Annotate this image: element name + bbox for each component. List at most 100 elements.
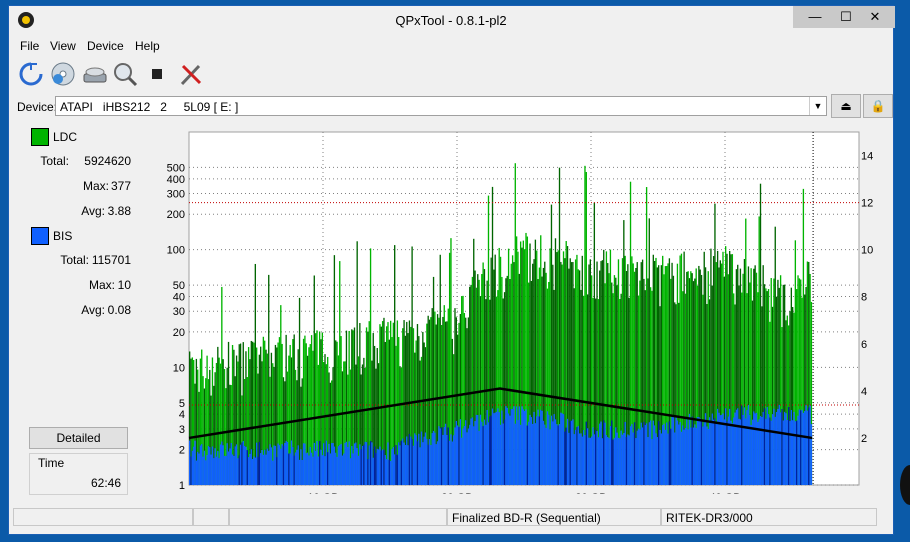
- menu-file[interactable]: File: [20, 39, 40, 53]
- bis-bar: [447, 427, 449, 485]
- ldc-bar: [206, 355, 208, 485]
- settings-tools-icon[interactable]: [177, 60, 205, 88]
- bis-bar: [649, 420, 652, 485]
- close-button[interactable]: ✕: [855, 6, 895, 28]
- bis-bar: [361, 445, 364, 485]
- menu-view[interactable]: View: [50, 39, 76, 53]
- ldc-bar: [431, 308, 433, 485]
- time-box: Time 62:46: [29, 453, 128, 495]
- bis-bar: [337, 446, 340, 485]
- ldc-bar: [708, 299, 711, 485]
- bis-max-label: Max:: [88, 278, 115, 292]
- ldc-bar: [789, 311, 791, 485]
- ldc-bar: [249, 359, 251, 485]
- refresh-icon[interactable]: [17, 60, 45, 88]
- ldc-bar: [758, 216, 760, 485]
- bis-bar: [628, 435, 630, 485]
- ldc-bar: [518, 273, 520, 485]
- ldc-bar: [715, 262, 717, 485]
- bis-bar: [398, 442, 400, 485]
- bis-bar: [557, 425, 559, 485]
- bis-bar: [682, 425, 684, 485]
- bis-bar: [396, 454, 399, 485]
- bis-bar: [566, 418, 569, 485]
- bis-bar: [309, 447, 311, 485]
- bis-bar: [266, 448, 269, 485]
- disc-info-icon[interactable]: [49, 60, 77, 88]
- bis-bar: [761, 416, 763, 485]
- bis-bar: [336, 456, 338, 485]
- bis-bar: [503, 419, 506, 485]
- ldc-bar: [471, 276, 474, 485]
- ldc-bar: [706, 303, 708, 485]
- ldc-bar: [376, 348, 378, 485]
- x-tick-label: 40 GB: [709, 492, 740, 494]
- bis-bar: [198, 453, 200, 485]
- detailed-button[interactable]: Detailed: [29, 427, 128, 449]
- ldc-bar: [261, 361, 263, 485]
- ldc-bar: [214, 372, 216, 485]
- ldc-bar: [486, 280, 488, 485]
- y-right-tick-label: 4: [861, 386, 867, 398]
- ldc-bar: [250, 340, 252, 485]
- ldc-bar: [289, 344, 291, 485]
- ldc-bar: [599, 270, 601, 485]
- bis-bar: [704, 413, 707, 485]
- ldc-bar: [746, 293, 748, 485]
- bis-bar: [207, 446, 210, 485]
- bis-color-swatch[interactable]: [31, 227, 49, 245]
- ldc-bar: [331, 380, 333, 485]
- ldc-bar: [722, 251, 724, 485]
- bis-bar: [714, 418, 716, 485]
- ldc-bar: [747, 266, 750, 485]
- ldc-bar: [288, 355, 290, 485]
- bis-bar: [644, 425, 646, 485]
- bis-bar: [467, 428, 470, 485]
- ldc-bar: [404, 335, 407, 485]
- device-select[interactable]: ATAPI iHBS212 2 5L09 [ E: ] ▼: [55, 96, 827, 116]
- ldc-bar: [302, 338, 305, 485]
- ldc-color-swatch[interactable]: [31, 128, 49, 146]
- lock-button[interactable]: 🔒: [863, 94, 893, 118]
- bis-bar: [477, 414, 479, 485]
- ldc-bar: [451, 338, 453, 485]
- bis-bar: [238, 455, 240, 485]
- bis-bar: [481, 421, 483, 485]
- bis-bar: [536, 416, 538, 485]
- ldc-bar: [495, 296, 498, 485]
- bis-bar: [253, 456, 255, 485]
- eject-button[interactable]: ⏏: [831, 94, 861, 118]
- ldc-bar: [506, 275, 508, 485]
- zoom-icon[interactable]: [111, 60, 139, 88]
- ldc-bar: [554, 238, 557, 485]
- ldc-bar: [621, 258, 624, 485]
- bis-bar: [222, 445, 224, 485]
- bis-bar: [607, 436, 609, 485]
- chevron-down-icon[interactable]: ▼: [809, 97, 826, 115]
- bis-bar: [731, 423, 734, 485]
- stop-icon[interactable]: [143, 60, 171, 88]
- ldc-bar: [475, 287, 478, 485]
- ldc-bar: [664, 266, 667, 485]
- ldc-bar: [666, 265, 668, 485]
- ldc-bar: [636, 262, 638, 485]
- bis-bar: [384, 455, 386, 485]
- bis-bar: [521, 406, 523, 485]
- bis-bar: [225, 456, 227, 485]
- bis-bar: [368, 445, 370, 485]
- ldc-bar: [273, 366, 275, 485]
- bis-bar: [231, 454, 234, 485]
- menu-device[interactable]: Device: [87, 39, 124, 53]
- bis-bar: [430, 445, 432, 485]
- ldc-bar: [671, 262, 673, 485]
- ldc-bar: [777, 279, 779, 485]
- bis-bar: [675, 416, 677, 485]
- bis-bar: [239, 444, 242, 485]
- ldc-bar: [461, 296, 463, 485]
- x-tick-label: 10 GB: [307, 492, 338, 494]
- ldc-bar: [787, 325, 790, 485]
- media-scan-icon[interactable]: [81, 60, 109, 88]
- app-logo-icon: [18, 12, 34, 28]
- menu-help[interactable]: Help: [135, 39, 160, 53]
- speed-line: [188, 387, 813, 440]
